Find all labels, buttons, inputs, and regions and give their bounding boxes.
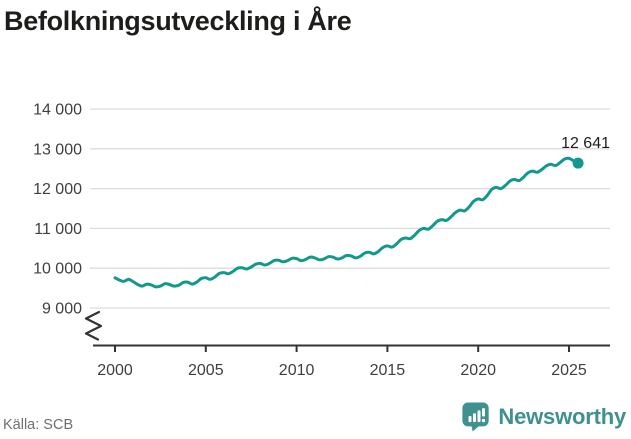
x-tick-label: 2000 [97, 362, 133, 379]
end-point-marker [572, 157, 584, 169]
x-tick-label: 2020 [460, 362, 496, 379]
y-tick-label: 14 000 [33, 102, 82, 119]
newsworthy-logo[interactable]: Newsworthy [461, 401, 626, 432]
newsworthy-icon [462, 402, 490, 432]
y-tick-label: 10 000 [33, 261, 82, 278]
axis-break-icon [84, 310, 103, 341]
y-tick-label: 12 000 [33, 181, 82, 198]
x-tick-label: 2010 [279, 362, 315, 379]
x-tick-label: 2025 [551, 362, 587, 379]
x-tick-label: 2015 [370, 362, 406, 379]
end-value-label: 12 641 [561, 135, 610, 152]
source-caption: Källa: SCB [3, 417, 74, 433]
y-tick-label: 11 000 [34, 221, 82, 238]
newsworthy-wordmark: Newsworthy [498, 403, 626, 429]
y-tick-label: 9 000 [42, 301, 82, 318]
x-tick-label: 2005 [188, 362, 224, 379]
chart-title: Befolkningsutveckling i Åre [4, 6, 352, 36]
population-series-line [113, 156, 580, 289]
population-line-chart: 9 000 10 000 11 000 12 000 13 000 14 000 2000 2… [33, 102, 610, 380]
y-tick-label: 13 000 [33, 141, 82, 158]
